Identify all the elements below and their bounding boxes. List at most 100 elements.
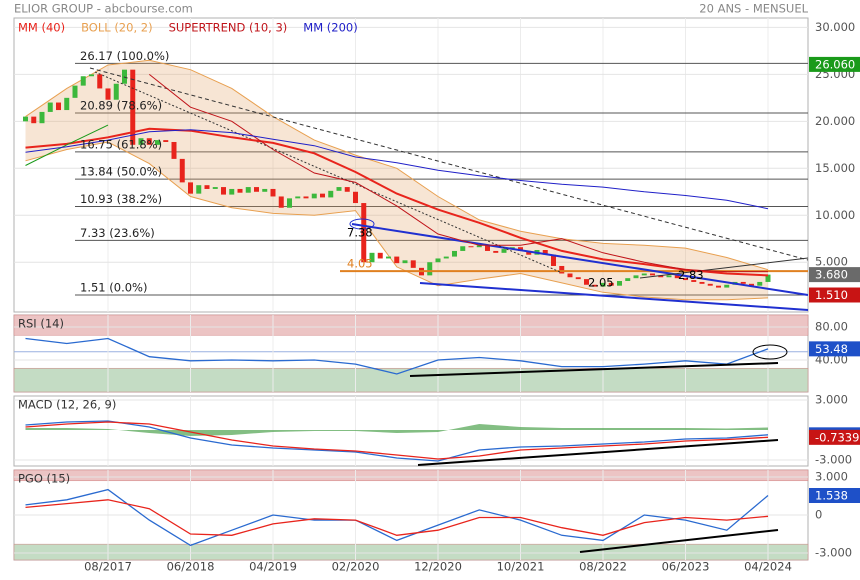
trend-line — [94, 71, 561, 273]
y-tick-label: 3.000 — [815, 469, 848, 483]
candle-body — [39, 111, 45, 124]
y-tick-label: 30.000 — [815, 20, 855, 34]
candle-body — [757, 281, 763, 286]
candle-body — [575, 277, 581, 280]
candle-body — [105, 88, 111, 100]
y-tick-label: -3.000 — [815, 546, 852, 560]
value-marker — [809, 488, 860, 504]
candle-body — [650, 273, 655, 276]
candle-body — [617, 281, 622, 286]
y-tick-label: 80.00 — [815, 319, 848, 333]
x-tick-label: 08/2017 — [84, 560, 132, 574]
fib-label: 13.84 (50.0%) — [80, 165, 162, 179]
candle-body — [287, 198, 292, 208]
fib-label: 10.93 (38.2%) — [80, 192, 162, 206]
candle-body — [212, 187, 218, 189]
histogram-area — [25, 424, 768, 436]
x-tick-label: 06/2018 — [167, 560, 215, 574]
band-upper — [25, 59, 769, 271]
candle-body — [691, 280, 697, 282]
candle-body — [666, 275, 672, 278]
mid-layer — [23, 59, 808, 547]
candle-body — [443, 256, 449, 259]
candle-body — [641, 273, 647, 276]
channel-line — [419, 282, 809, 311]
candle-body — [237, 188, 243, 193]
y-tick-label: 15.000 — [815, 161, 855, 175]
candle-body — [749, 283, 754, 286]
series-line — [25, 488, 769, 547]
fib-label: 1.51 (0.0%) — [80, 280, 147, 294]
value-marker-label: 1.538 — [815, 489, 848, 503]
candle-body — [122, 69, 127, 84]
series-line — [25, 420, 769, 462]
candle-body — [559, 265, 565, 274]
candle-body — [625, 278, 631, 282]
candle-body — [113, 83, 119, 100]
series-line — [25, 337, 769, 375]
candle-body — [501, 249, 507, 253]
candle-body — [204, 185, 210, 189]
candle-body — [278, 196, 284, 208]
candle-body — [155, 140, 160, 145]
y-tick-label: 20.000 — [815, 114, 855, 128]
legend-entry: SUPERTREND (10, 3) — [169, 21, 288, 35]
candle-body — [72, 85, 78, 98]
chart-subtitle: 20 ANS - MENSUEL — [699, 2, 808, 16]
x-tick-label: 04/2019 — [249, 560, 297, 574]
candle-body — [410, 260, 416, 268]
candle-body — [163, 140, 169, 142]
candle-body — [179, 158, 185, 183]
x-tick-label: 04/2024 — [744, 560, 792, 574]
value-marker — [809, 287, 860, 303]
series-line — [25, 499, 769, 536]
zone-band — [13, 314, 809, 336]
zone-band — [13, 543, 809, 561]
candle-body — [328, 190, 334, 198]
fib-label: 16.75 (61.8%) — [80, 137, 162, 151]
x-tick-label: 10/2021 — [497, 560, 545, 574]
candle-body — [633, 275, 639, 279]
series-line — [25, 127, 769, 277]
candle-body — [493, 250, 499, 253]
candle-body — [600, 282, 606, 287]
panel-title: MACD (12, 26, 9) — [18, 398, 116, 412]
y-tick-label: 5.000 — [815, 255, 848, 269]
candle-body — [683, 278, 688, 281]
candle-body — [435, 258, 441, 263]
candle-body — [452, 250, 457, 257]
candle-body — [394, 256, 400, 264]
annotation: 7.38 — [347, 225, 373, 239]
trend-line — [417, 439, 779, 466]
panel-title: RSI (14) — [18, 317, 64, 331]
candle-body — [377, 252, 383, 259]
y-tick-label: 0 — [815, 508, 822, 522]
x-tick-label: 02/2020 — [332, 560, 380, 574]
candle-body — [460, 246, 466, 251]
y-tick-label: 10.000 — [815, 208, 855, 222]
value-marker — [809, 341, 860, 357]
candle-body — [567, 273, 573, 278]
legend-entry: MM (40) — [18, 21, 65, 35]
candle-body — [138, 138, 144, 145]
candle-body — [551, 254, 556, 266]
value-marker — [809, 429, 860, 445]
value-marker — [809, 56, 860, 72]
legend-entry: BOLL (20, 2) — [81, 21, 152, 35]
value-marker-label: 53.48 — [815, 342, 848, 356]
series-line — [25, 124, 109, 166]
candle-body — [254, 187, 259, 192]
candle-body — [344, 187, 350, 192]
candle-body — [245, 187, 251, 193]
candle-body — [724, 284, 730, 288]
candle-body — [196, 185, 202, 194]
value-marker-label: -0.7339 — [815, 430, 859, 444]
candle-body — [402, 260, 408, 264]
candle-body — [97, 74, 103, 89]
candle-body — [361, 203, 367, 263]
candle-body — [171, 141, 177, 159]
channel-line — [351, 223, 809, 296]
candle-body — [386, 256, 391, 259]
candle-body — [89, 74, 94, 77]
